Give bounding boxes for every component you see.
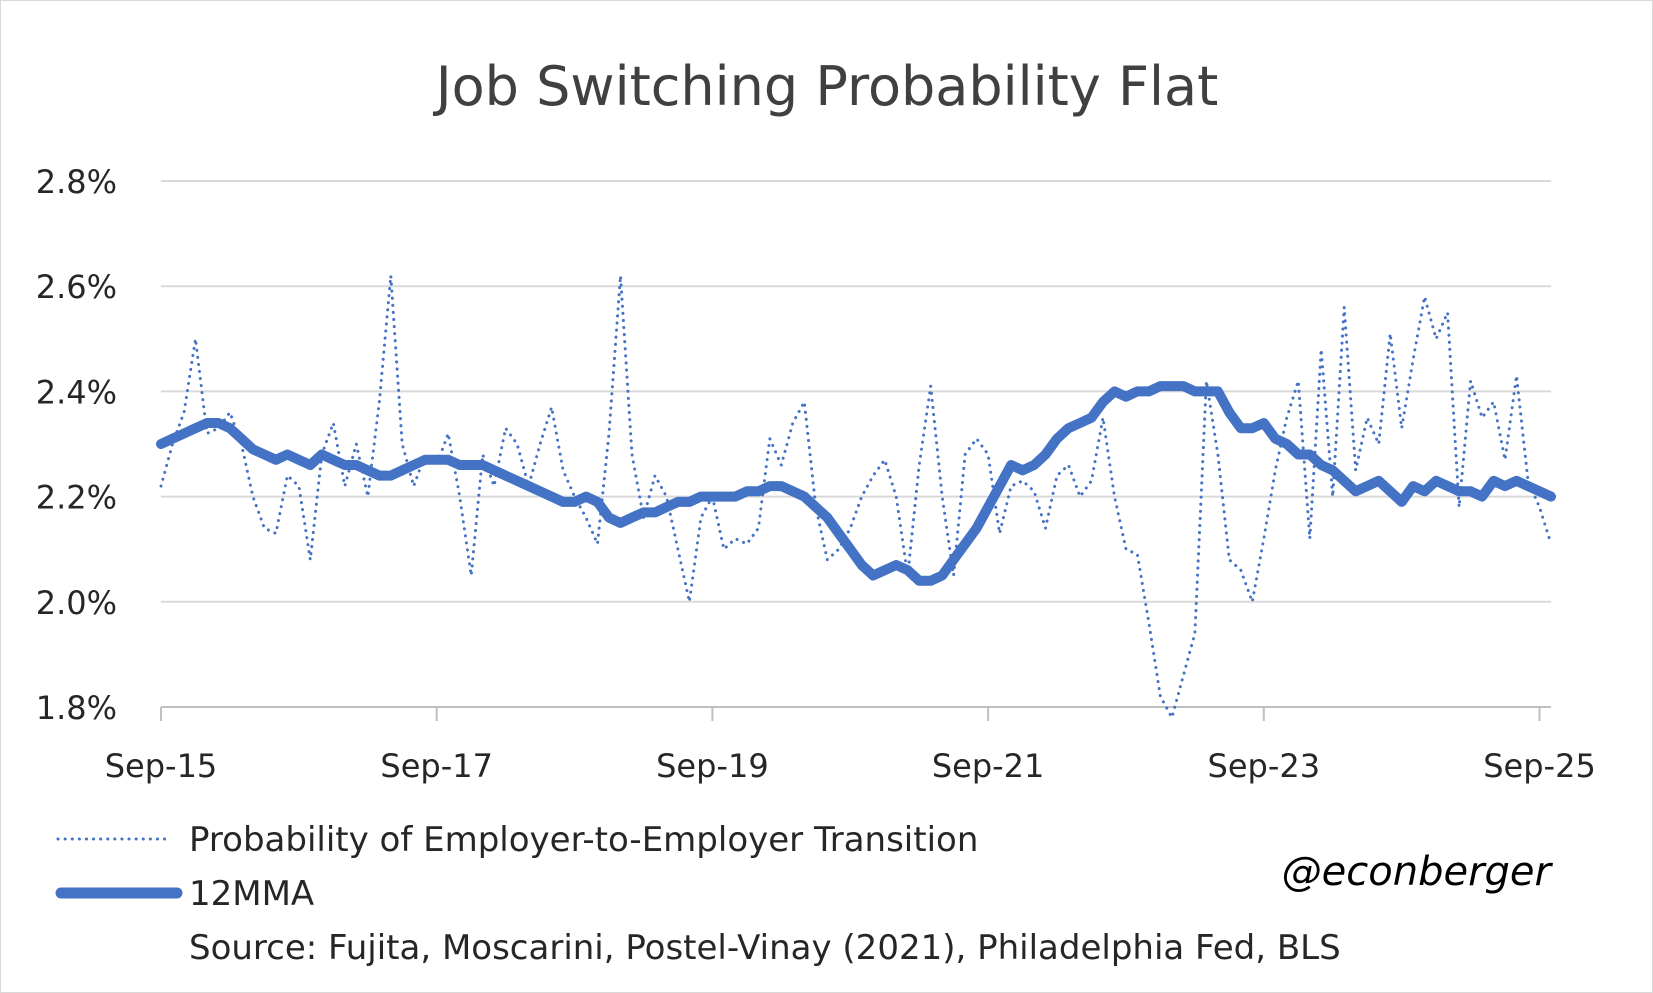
x-tick-label: Sep-17 [380,747,493,785]
series-lines [156,274,1556,719]
chart-title: Job Switching Probability Flat [433,55,1219,118]
series-line-transition-probability [159,274,1553,719]
x-tick-label: Sep-19 [656,747,769,785]
y-axis-tick-labels: 1.8% 2.0% 2.2% 2.4% 2.6% 2.8% [36,163,117,727]
source-note: Source: Fujita, Moscarini, Postel-Vinay … [189,928,1341,968]
x-axis [160,706,1551,721]
x-tick-label: Sep-25 [1483,747,1596,785]
y-tick-label: 2.4% [36,373,117,411]
legend-label-12mma: 12MMA [189,874,314,914]
author-credit: @econberger [1282,849,1554,895]
x-tick-label: Sep-21 [932,747,1045,785]
series-line-12mma [156,381,1556,586]
y-tick-label: 2.8% [36,163,117,201]
y-tick-label: 1.8% [36,689,117,727]
y-tick-label: 2.6% [36,268,117,306]
legend: Probability of Employer-to-Employer Tran… [55,820,978,914]
x-axis-tick-labels: Sep-15 Sep-17 Sep-19 Sep-21 Sep-23 Sep-25 [105,747,1596,785]
y-tick-label: 2.2% [36,479,117,517]
y-tick-label: 2.0% [36,584,117,622]
x-tick-label: Sep-15 [105,747,218,785]
gridlines [161,180,1551,603]
x-tick-label: Sep-23 [1208,747,1321,785]
legend-label-transition-probability: Probability of Employer-to-Employer Tran… [189,820,978,860]
